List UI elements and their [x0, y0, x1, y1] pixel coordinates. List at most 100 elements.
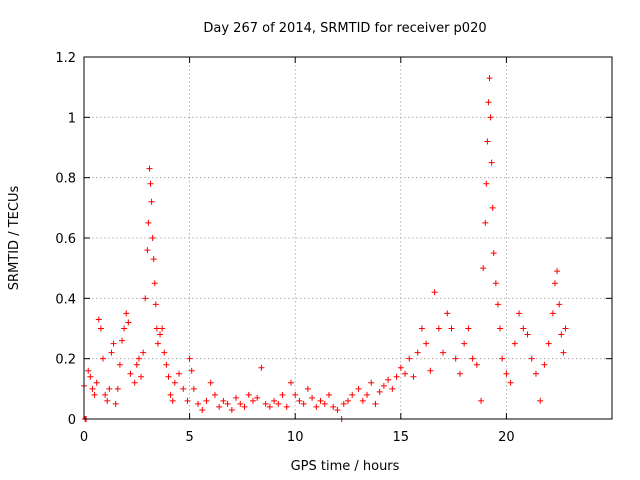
data-point: [511, 340, 518, 347]
data-point: [110, 340, 117, 347]
data-point: [558, 331, 565, 338]
data-point: [95, 316, 102, 323]
data-point: [220, 397, 227, 404]
data-point: [131, 379, 138, 386]
data-point: [524, 331, 531, 338]
data-point: [406, 355, 413, 362]
data-point: [184, 397, 191, 404]
data-point: [271, 397, 278, 404]
data-point: [249, 397, 256, 404]
data-point: [266, 403, 273, 410]
data-point: [150, 256, 157, 263]
data-point: [507, 379, 514, 386]
data-point: [85, 367, 92, 374]
data-point: [497, 325, 504, 332]
data-point: [89, 385, 96, 392]
data-point: [287, 379, 294, 386]
x-tick-label: 15: [393, 430, 410, 445]
data-point: [549, 310, 556, 317]
data-point: [104, 397, 111, 404]
data-point: [556, 301, 563, 308]
data-point: [554, 268, 561, 275]
data-point: [414, 349, 421, 356]
data-point: [349, 391, 356, 398]
data-point: [283, 403, 290, 410]
x-tick-label: 20: [498, 430, 515, 445]
data-point: [489, 204, 496, 211]
data-point: [237, 400, 244, 407]
data-point: [87, 373, 94, 380]
data-point: [180, 385, 187, 392]
data-point: [142, 295, 149, 302]
data-point: [461, 340, 468, 347]
data-point: [146, 165, 153, 172]
data-point: [562, 325, 569, 332]
data-point: [300, 400, 307, 407]
chart-title: Day 267 of 2014, SRMTID for receiver p02…: [203, 21, 486, 36]
data-point: [309, 394, 316, 401]
data-point: [127, 370, 134, 377]
data-point: [520, 325, 527, 332]
data-point: [147, 180, 154, 187]
data-point: [188, 367, 195, 374]
data-point: [490, 250, 497, 257]
data-point: [133, 361, 140, 368]
gridlines: [84, 57, 612, 419]
data-point: [233, 394, 240, 401]
data-point: [228, 406, 235, 413]
y-tick-label: 0.4: [55, 292, 76, 307]
data-point: [152, 301, 159, 308]
data-point: [456, 370, 463, 377]
data-point: [321, 400, 328, 407]
y-tick-label: 0: [68, 413, 76, 428]
data-point: [154, 340, 161, 347]
y-tick-label: 1: [68, 111, 76, 126]
data-point: [149, 235, 156, 241]
data-point: [393, 373, 400, 380]
data-point: [148, 198, 155, 205]
data-point: [159, 325, 166, 332]
data-point: [119, 337, 126, 344]
data-point: [427, 367, 434, 374]
data-point: [254, 394, 261, 401]
y-tick-label: 0.8: [55, 172, 76, 187]
data-point: [102, 391, 109, 398]
data-point: [195, 400, 202, 407]
data-point: [151, 280, 158, 287]
data-point: [397, 364, 404, 371]
data-point: [325, 391, 332, 398]
data-point: [485, 99, 492, 106]
data-point: [216, 403, 223, 410]
data-point: [499, 355, 506, 362]
data-point: [144, 247, 151, 254]
data-point: [560, 349, 567, 356]
data-point: [138, 373, 145, 380]
data-point: [116, 361, 123, 368]
data-point: [161, 349, 168, 356]
data-point: [176, 370, 183, 377]
data-point: [190, 385, 197, 392]
data-point: [503, 370, 510, 377]
y-tick-label: 0.6: [55, 232, 76, 247]
data-point: [241, 403, 248, 410]
data-point: [100, 355, 107, 362]
data-point: [108, 349, 115, 356]
data-point: [465, 325, 472, 332]
data-point: [211, 391, 218, 398]
data-point: [376, 388, 383, 395]
data-point: [389, 385, 396, 392]
data-point: [167, 391, 174, 398]
data-point: [484, 138, 491, 145]
data-point: [125, 319, 132, 326]
data-point: [516, 310, 523, 317]
data-point: [355, 385, 362, 392]
data-point: [473, 361, 480, 368]
data-point: [313, 403, 320, 410]
data-point: [340, 400, 347, 407]
data-point: [171, 379, 178, 386]
data-point: [112, 400, 119, 407]
y-tick-label: 0.2: [55, 353, 76, 368]
data-point: [492, 280, 499, 287]
data-point: [541, 361, 548, 368]
data-point: [169, 397, 176, 404]
